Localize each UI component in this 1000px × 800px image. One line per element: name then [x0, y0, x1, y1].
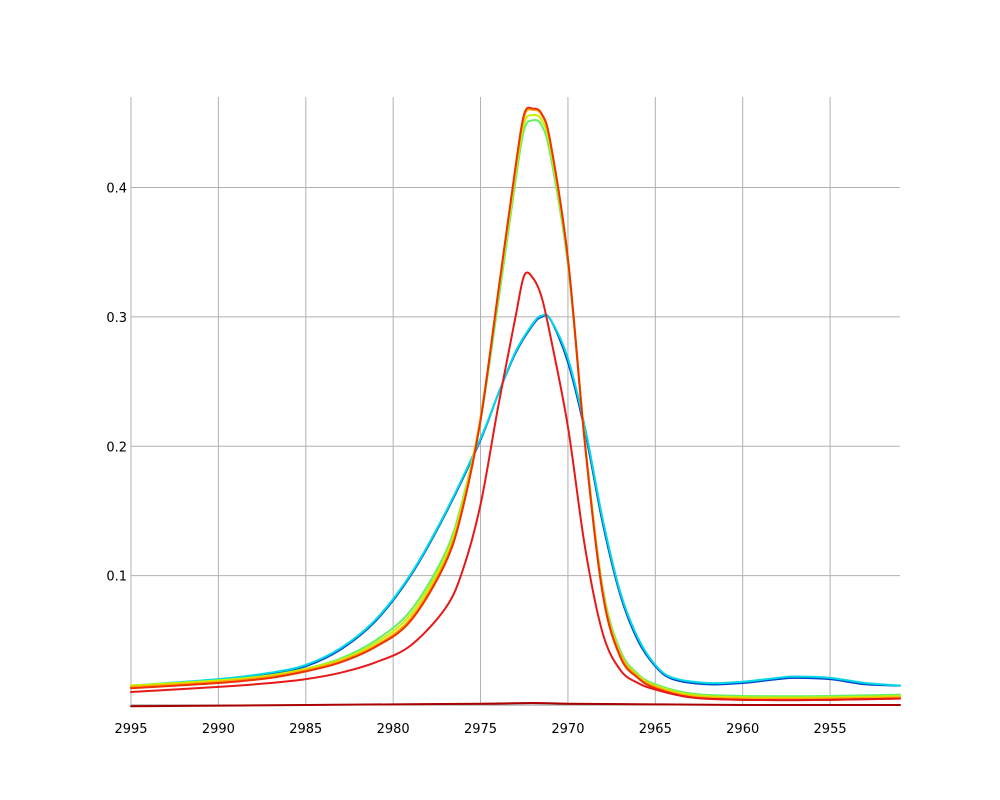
series-line-1 [130, 314, 901, 688]
x-tick-label: 2985 [289, 722, 322, 737]
x-tick-label: 2955 [814, 722, 847, 737]
y-tick-label: 0.2 [106, 440, 127, 455]
y-tick-label: 0.3 [106, 311, 127, 326]
series-line-2 [130, 313, 901, 687]
x-tick-label: 2965 [639, 722, 672, 737]
series-line-6 [130, 106, 901, 702]
series-layer [130, 106, 901, 708]
series-line-8 [130, 702, 901, 708]
x-tick-label: 2990 [202, 722, 235, 737]
x-tick-label: 2980 [377, 722, 410, 737]
x-tick-label: 2975 [464, 722, 497, 737]
x-axis-ticks: 2995 2990 2985 2980 2975 2970 2965 2960 2955 [114, 722, 846, 737]
grid [130, 97, 900, 706]
y-axis-ticks: 0.1 0.2 0.3 0.4 [106, 182, 127, 585]
series-line-5 [130, 108, 901, 700]
y-tick-label: 0.4 [106, 182, 127, 197]
series-line-3 [130, 119, 901, 698]
x-tick-label: 2960 [726, 722, 759, 737]
series-line-7 [130, 271, 901, 702]
x-tick-label: 2995 [114, 722, 147, 737]
y-tick-label: 0.1 [106, 570, 127, 585]
x-tick-label: 2970 [551, 722, 584, 737]
series-line-4 [130, 113, 901, 699]
